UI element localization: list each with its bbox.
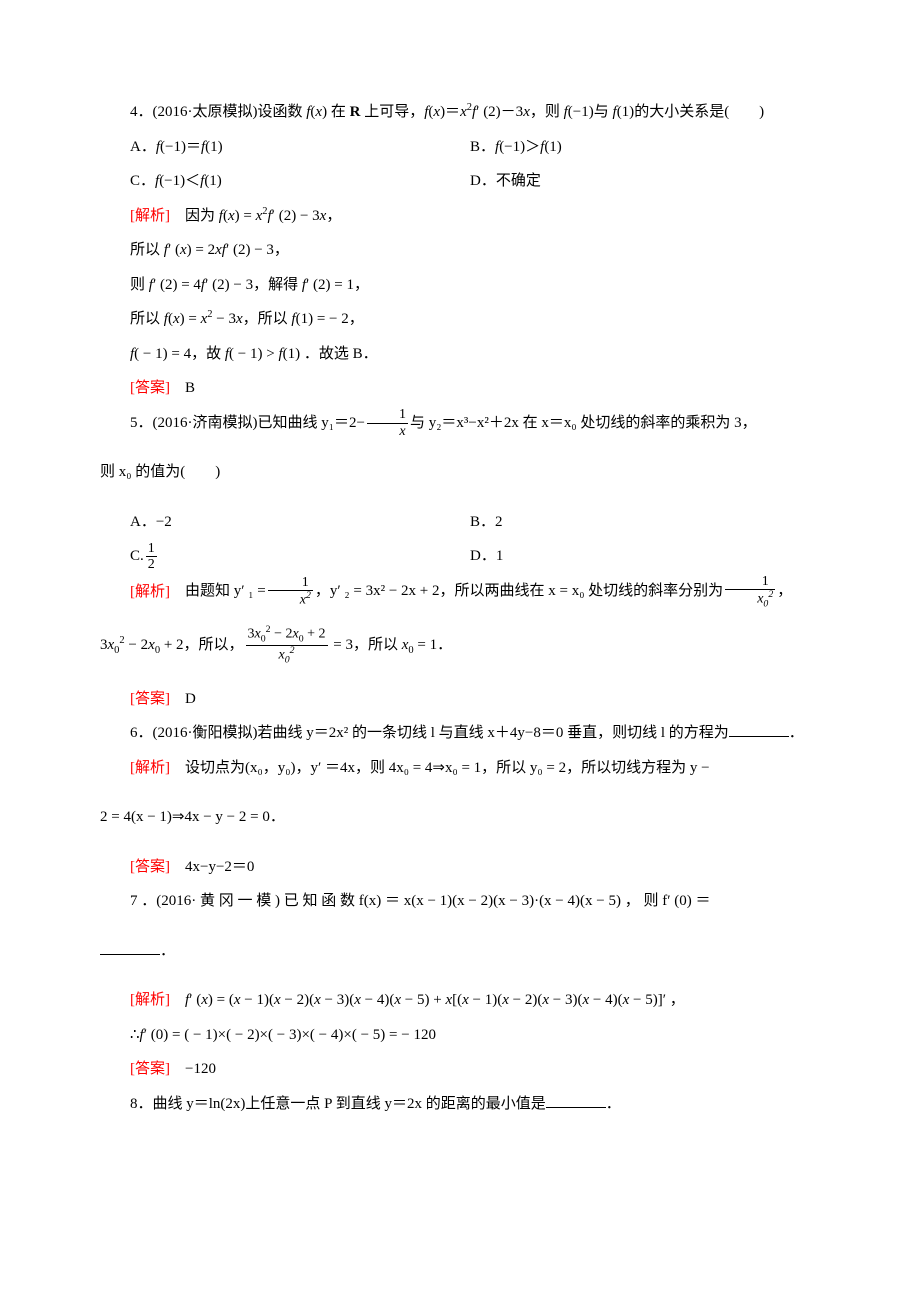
analysis-label: [解析] — [130, 760, 170, 776]
analysis-label: [解析] — [130, 208, 170, 224]
q7-answer: [答案] −120 — [100, 1052, 840, 1087]
q4-answer: [答案] B — [100, 371, 840, 406]
q5-analysis-1: [解析] 由题知 y′ ₁ =1x2，y′ ₂ = 3x² − 2x + 2，所… — [100, 574, 840, 611]
q5-optB: B．2 — [470, 505, 840, 540]
q6-prompt: 6．(2016·衡阳模拟)若曲线 y＝2x² 的一条切线 l 与直线 x＋4y−… — [100, 716, 840, 751]
answer-label: [答案] — [130, 1061, 170, 1077]
q7-analysis-1: [解析] f′ (x) = (x − 1)(x − 2)(x − 3)(x − … — [100, 983, 840, 1018]
q5-optA: A．−2 — [130, 505, 470, 540]
q4-text: 4．(2016·太原模拟)设函数 — [130, 104, 306, 120]
q7-analysis-2: ∴f′ (0) = ( − 1)×( − 2)×( − 3)×( − 4)×( … — [100, 1018, 840, 1053]
q4-analysis-4: 所以 f(x) = x2 − 3x，所以 f(1) = − 2， — [100, 302, 840, 337]
q4-analysis-2: 所以 f′ (x) = 2xf′ (2) − 3， — [100, 233, 840, 268]
q4-analysis-1: [解析] 因为 f(x) = x2f′ (2) − 3x， — [100, 199, 840, 234]
q5-prompt: 5．(2016·济南模拟)已知曲线 y₁＝2−1x与 y₂＝x³−x²＋2x 在… — [100, 406, 840, 441]
analysis-label: [解析] — [130, 992, 170, 1008]
q5-analysis-2: 3x02 − 2x0 + 2，所以，3x02 − 2x0 + 2x02 = 3，… — [100, 625, 840, 666]
q7-prompt: 7 ．(2016· 黄 冈 一 模 ) 已 知 函 数 f(x) ＝ x(x −… — [100, 884, 840, 919]
q8-prompt: 8．曲线 y＝ln(2x)上任意一点 P 到直线 y＝2x 的距离的最小值是． — [100, 1087, 840, 1122]
answer-label: [答案] — [130, 380, 170, 396]
blank-field — [729, 723, 789, 738]
q4-options-ab: A．f(−1)＝f(1) B．f(−1)＞f(1) — [100, 130, 840, 165]
q6-answer: [答案] 4x−y−2＝0 — [100, 850, 840, 885]
blank-field — [546, 1093, 606, 1108]
answer-label: [答案] — [130, 859, 170, 875]
q4-analysis-5: f( − 1) = 4，故 f( − 1) > f(1) ．故选 B． — [100, 337, 840, 372]
q5-options-ab: A．−2 B．2 — [100, 505, 840, 540]
answer-label: [答案] — [130, 691, 170, 707]
q4-optB: B．f(−1)＞f(1) — [470, 130, 840, 165]
q5-options-cd: C.12 D．1 — [100, 539, 840, 574]
q4-optC: C．f(−1)＜f(1) — [130, 164, 470, 199]
q5-optD: D．1 — [470, 539, 840, 574]
q4-optD: D．不确定 — [470, 164, 840, 199]
q5-prompt-line2: 则 x₀ 的值为( ) — [100, 455, 840, 490]
q4-analysis-3: 则 f′ (2) = 4f′ (2) − 3，解得 f′ (2) = 1， — [100, 268, 840, 303]
q6-analysis-1: [解析] 设切点为(x₀，y₀)，y′ ＝4x，则 4x₀ = 4⇒x₀ = 1… — [100, 751, 840, 786]
q7-blank-line: ． — [100, 934, 840, 969]
real-set: R — [350, 104, 361, 120]
q4-optA: A．f(−1)＝f(1) — [130, 130, 470, 165]
q4-options-cd: C．f(−1)＜f(1) D．不确定 — [100, 164, 840, 199]
q5-optC: C.12 — [130, 539, 470, 574]
q4-prompt: 4．(2016·太原模拟)设函数 f(x) 在 R 上可导，f(x)＝x2f′ … — [100, 95, 840, 130]
analysis-label: [解析] — [130, 583, 170, 599]
q5-answer: [答案] D — [100, 682, 840, 717]
blank-field — [100, 940, 160, 955]
q6-analysis-2: 2 = 4(x − 1)⇒4x − y − 2 = 0． — [100, 800, 840, 835]
